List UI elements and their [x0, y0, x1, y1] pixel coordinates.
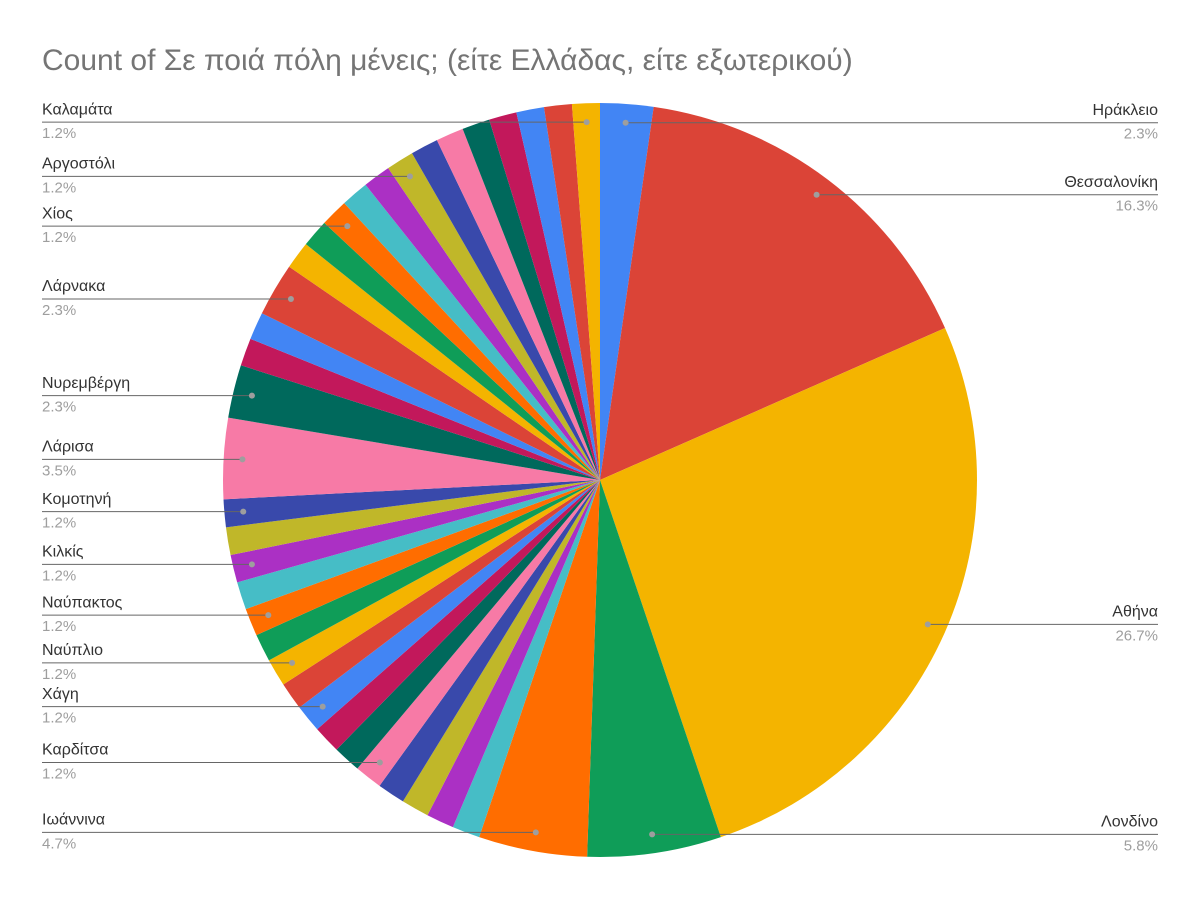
- pie-slice: [256, 480, 600, 661]
- leader-dot: [622, 119, 629, 126]
- slice-value-label: 5.8%: [1124, 837, 1158, 854]
- pie-slice: [402, 480, 600, 816]
- leader-dot: [287, 296, 294, 303]
- leader-dot: [344, 223, 351, 230]
- leader-dot: [289, 659, 296, 666]
- slice-label: Χάγη: [42, 686, 79, 703]
- slice-label: Χίος: [42, 205, 73, 222]
- slice-value-label: 1.2%: [42, 618, 76, 635]
- leader-dot: [924, 621, 931, 628]
- pie-slice: [489, 112, 600, 481]
- slice-value-label: 1.2%: [42, 765, 76, 782]
- pie-slice: [452, 480, 600, 838]
- pie-slice: [223, 480, 600, 528]
- slice-label: Ναύπλιο: [42, 642, 103, 659]
- pie-slice: [357, 480, 600, 786]
- pie-slice: [436, 128, 600, 480]
- chart-title: Count of Σε ποιά πόλη μένεις; (είτε Ελλά…: [42, 44, 853, 77]
- pie-slice: [427, 480, 600, 828]
- leader-dot: [265, 612, 272, 619]
- leader-dot: [239, 456, 246, 463]
- pie-slice: [571, 103, 600, 480]
- pie-slice: [336, 480, 600, 769]
- slice-value-label: 2.3%: [42, 302, 76, 319]
- pie-slice: [222, 417, 600, 500]
- slice-label: Λονδίνο: [1101, 814, 1158, 831]
- slice-value-label: 1.2%: [42, 229, 76, 246]
- pie-slice: [479, 480, 600, 857]
- slice-value-label: 1.2%: [42, 179, 76, 196]
- pie-slice: [317, 480, 600, 750]
- slice-label: Λάρνακα: [42, 278, 105, 295]
- pie-slice: [412, 140, 600, 481]
- slice-value-label: 1.2%: [42, 125, 76, 142]
- pie-slice: [587, 480, 721, 857]
- pie-slice: [516, 107, 600, 480]
- pie-slice: [261, 266, 600, 480]
- pie-slice: [228, 365, 600, 480]
- slice-value-label: 1.2%: [42, 515, 76, 532]
- pie-slice: [365, 168, 600, 480]
- leader-dot: [813, 191, 820, 198]
- slice-value-label: 1.2%: [42, 666, 76, 683]
- slice-value-label: 2.3%: [1124, 126, 1158, 143]
- pie-slice: [268, 480, 600, 685]
- slice-value-label: 1.2%: [42, 567, 76, 584]
- pie-slice: [344, 184, 600, 480]
- leader-dot: [240, 508, 247, 515]
- slice-label: Ηράκλειο: [1093, 102, 1159, 119]
- pie-slice: [388, 153, 600, 480]
- leader-dot: [649, 831, 656, 838]
- slice-label: Νυρεμβέργη: [42, 375, 130, 392]
- pie-slice: [324, 203, 600, 480]
- pie-slice: [600, 103, 654, 480]
- pie-slice: [379, 480, 600, 802]
- pie-slice: [462, 119, 600, 480]
- leader-dot: [248, 392, 255, 399]
- pie-slice: [600, 328, 977, 838]
- slice-label: Θεσσαλονίκη: [1064, 174, 1158, 191]
- slice-value-label: 2.3%: [42, 399, 76, 416]
- pie-slice: [250, 313, 601, 480]
- slice-value-label: 1.2%: [42, 710, 76, 727]
- slice-label: Καλαμάτα: [42, 101, 113, 118]
- leader-dot: [248, 561, 255, 568]
- pie-slice: [237, 480, 600, 610]
- slice-value-label: 16.3%: [1115, 198, 1158, 215]
- slice-label: Κομοτηνή: [42, 491, 111, 508]
- pie-slice: [230, 480, 600, 583]
- leader-dot: [319, 703, 326, 710]
- pie-slice: [283, 480, 600, 708]
- leader-dot: [406, 173, 413, 180]
- pie-slice: [299, 480, 600, 730]
- slice-label: Κιλκίς: [42, 544, 84, 561]
- pie-slice: [600, 106, 946, 480]
- slice-value-label: 26.7%: [1115, 627, 1158, 644]
- slice-label: Λάρισα: [42, 439, 94, 456]
- slice-label: Ναύπακτος: [42, 594, 123, 611]
- pie-slice: [240, 338, 601, 480]
- slice-label: Αθήνα: [1112, 604, 1158, 621]
- pie-slice: [225, 480, 600, 556]
- pie-slice: [289, 244, 600, 480]
- slice-label: Καρδίτσα: [42, 742, 109, 759]
- pie-slice: [245, 480, 600, 636]
- leader-dot: [532, 829, 539, 836]
- leader-dot: [583, 119, 590, 126]
- pie-slice: [305, 222, 600, 481]
- slice-value-label: 4.7%: [42, 835, 76, 852]
- pie-slice: [543, 104, 600, 481]
- leader-dot: [376, 759, 383, 766]
- slice-value-label: 3.5%: [42, 462, 76, 479]
- slice-label: Ιωάννινα: [42, 812, 105, 829]
- slice-label: Αργοστόλι: [42, 156, 115, 173]
